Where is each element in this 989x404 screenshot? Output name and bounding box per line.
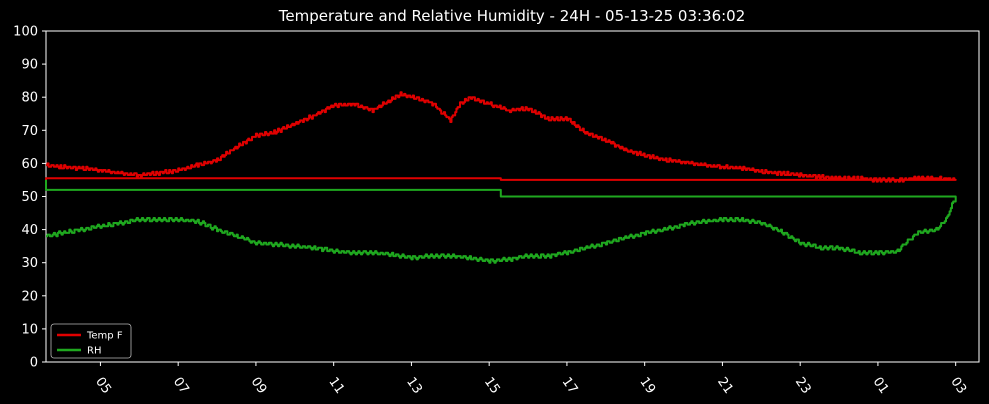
series-lines <box>45 91 957 264</box>
y-tick-label: 20 <box>21 289 38 304</box>
x-tick-label: 09 <box>248 375 270 397</box>
x-tick-label: 21 <box>714 375 736 397</box>
x-tick-label: 15 <box>481 375 503 397</box>
legend-label: Temp F <box>86 331 123 342</box>
x-tick-label: 07 <box>170 375 192 397</box>
series-line-temp-f <box>45 91 957 183</box>
x-tick-label: 19 <box>636 375 658 397</box>
x-tick-label: 23 <box>792 375 814 397</box>
y-tick-label: 0 <box>30 356 38 371</box>
chart-title: Temperature and Relative Humidity - 24H … <box>278 7 746 25</box>
x-tick-label: 11 <box>325 375 347 397</box>
y-tick-label: 70 <box>21 124 38 139</box>
y-tick-label: 40 <box>21 223 38 238</box>
x-tick-label: 17 <box>559 375 581 397</box>
y-tick-label: 90 <box>21 58 38 73</box>
legend: Temp F RH <box>50 323 132 359</box>
x-tick-label: 01 <box>870 375 892 397</box>
y-tick-label: 60 <box>21 157 38 172</box>
series-line-rh <box>45 179 957 264</box>
y-tick-label: 30 <box>21 256 38 271</box>
x-tick-label: 03 <box>947 375 969 397</box>
y-tick-label: 80 <box>21 91 38 106</box>
legend-label: RH <box>87 346 101 357</box>
y-tick-label: 50 <box>21 190 38 205</box>
x-tick-label: 13 <box>403 375 425 397</box>
y-tick-label: 100 <box>13 25 38 40</box>
y-tick-label: 10 <box>21 322 38 337</box>
x-tick-label: 05 <box>92 375 114 397</box>
